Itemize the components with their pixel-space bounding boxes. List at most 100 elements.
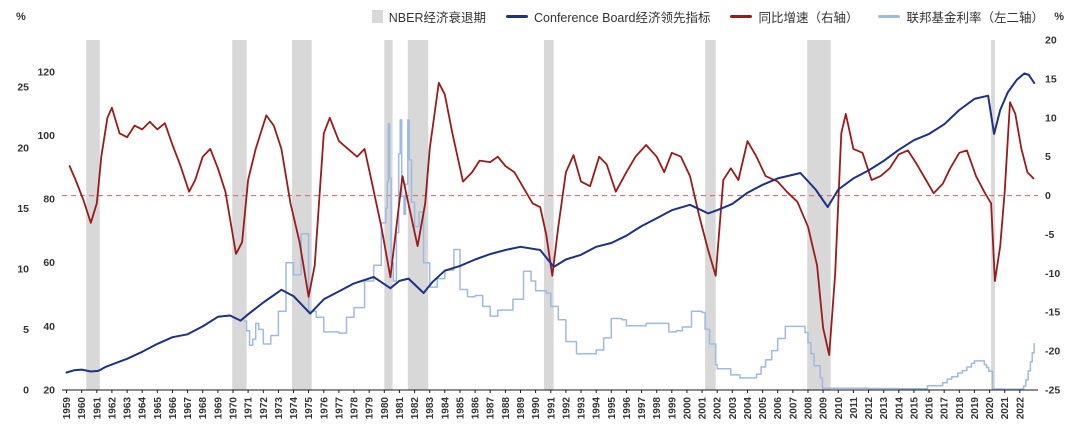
left-index-tick-label: 20 bbox=[43, 385, 55, 397]
recession-band bbox=[705, 40, 716, 390]
x-tick-label: 1976 bbox=[319, 397, 330, 420]
x-tick-label: 1966 bbox=[168, 397, 179, 420]
x-tick-label: 1964 bbox=[138, 397, 149, 420]
x-tick-label: 2006 bbox=[773, 397, 784, 420]
x-tick-label: 1993 bbox=[577, 397, 588, 420]
series-yoy bbox=[68, 81, 1035, 356]
right-pct-tick-label: 0 bbox=[1045, 190, 1051, 202]
x-tick-label: 1965 bbox=[153, 397, 164, 420]
x-tick-label: 2010 bbox=[834, 397, 845, 420]
right-pct-tick-label: -25 bbox=[1045, 385, 1060, 397]
recession-band bbox=[232, 40, 247, 390]
x-tick-label: 1960 bbox=[77, 397, 88, 420]
x-tick-label: 1988 bbox=[501, 397, 512, 420]
x-tick-label: 2009 bbox=[819, 397, 830, 420]
legend-item-nber-recession[interactable]: NBER经济衰退期 bbox=[371, 7, 487, 26]
left-pct-tick-label: 20 bbox=[17, 142, 29, 154]
recession-band bbox=[991, 40, 995, 390]
x-tick-label: 1984 bbox=[440, 397, 451, 420]
legend-item-yoy-growth[interactable]: 同比增速（右轴） bbox=[730, 7, 858, 26]
left-pct-tick-label: 5 bbox=[23, 324, 29, 336]
x-tick-label: 1991 bbox=[546, 397, 557, 420]
right-pct-tick-label: -15 bbox=[1045, 307, 1060, 319]
right-pct-tick-label: 20 bbox=[1045, 35, 1057, 47]
recession-band bbox=[407, 40, 429, 390]
x-tick-label: 1979 bbox=[365, 397, 376, 420]
x-tick-label: 2017 bbox=[940, 397, 951, 420]
x-tick-label: 2003 bbox=[728, 397, 739, 420]
x-tick-label: 1978 bbox=[350, 397, 361, 420]
right-pct-tick-label: 5 bbox=[1045, 151, 1051, 163]
x-tick-label: 1983 bbox=[425, 397, 436, 420]
left-index-tick-label: 60 bbox=[43, 257, 55, 269]
x-tick-label: 1989 bbox=[516, 397, 527, 420]
x-tick-label: 1980 bbox=[380, 397, 391, 420]
x-tick-label: 1996 bbox=[622, 397, 633, 420]
x-tick-label: 2007 bbox=[788, 397, 799, 420]
right-pct-tick-label: -10 bbox=[1045, 268, 1060, 280]
leading-index-line-swatch bbox=[506, 15, 529, 18]
x-tick-label: 2019 bbox=[970, 397, 981, 420]
x-tick-label: 1974 bbox=[289, 397, 300, 420]
x-tick-label: 2016 bbox=[925, 397, 936, 420]
x-tick-label: 1968 bbox=[198, 397, 209, 420]
recession-band bbox=[543, 40, 554, 390]
x-tick-label: 1975 bbox=[304, 397, 315, 420]
left-pct-tick-label: 25 bbox=[17, 82, 29, 94]
x-tick-label: 1997 bbox=[637, 397, 648, 420]
x-tick-label: 1977 bbox=[334, 397, 345, 420]
x-tick-label: 1972 bbox=[259, 397, 270, 420]
x-tick-label: 2022 bbox=[1015, 397, 1026, 420]
x-tick-label: 1982 bbox=[410, 397, 421, 420]
right-pct-tick-label: -20 bbox=[1045, 346, 1060, 358]
x-tick-label: 2015 bbox=[909, 397, 920, 420]
x-tick-label: 1995 bbox=[607, 397, 618, 420]
series-lei bbox=[65, 72, 1036, 374]
x-tick-label: 2005 bbox=[758, 397, 769, 420]
x-tick-label: 1963 bbox=[123, 397, 134, 420]
x-tick-label: 2004 bbox=[743, 397, 754, 420]
right-axis-unit-label: % bbox=[1054, 11, 1064, 23]
x-tick-label: 1985 bbox=[456, 397, 467, 420]
legend-item-leading-index[interactable]: Conference Board经济领先指标 bbox=[506, 7, 710, 26]
x-tick-label: 1986 bbox=[471, 397, 482, 420]
x-tick-label: 2001 bbox=[698, 397, 709, 420]
x-tick-label: 2021 bbox=[1000, 397, 1011, 420]
x-tick-label: 1987 bbox=[486, 397, 497, 420]
x-tick-label: 1981 bbox=[395, 397, 406, 420]
x-tick-label: 1971 bbox=[244, 397, 255, 420]
legend-item-fed-funds-rate[interactable]: 联邦基金利率（左二轴） bbox=[878, 7, 1044, 26]
x-tick-label: 1992 bbox=[561, 397, 572, 420]
legend-label: 同比增速（右轴） bbox=[758, 11, 859, 25]
x-tick-label: 1959 bbox=[62, 397, 73, 420]
left-index-tick-label: 40 bbox=[43, 321, 55, 333]
x-tick-label: 2011 bbox=[849, 397, 860, 419]
left-index-tick-label: 80 bbox=[43, 194, 55, 206]
x-tick-label: 2014 bbox=[894, 397, 905, 420]
series-fedfunds bbox=[243, 119, 1035, 390]
x-tick-label: 2000 bbox=[682, 397, 693, 420]
x-tick-label: 1961 bbox=[92, 397, 103, 420]
left-axis-unit-label: % bbox=[16, 11, 26, 23]
recession-band bbox=[384, 40, 393, 390]
recession-band bbox=[292, 40, 312, 390]
legend-label: NBER经济衰退期 bbox=[388, 11, 487, 25]
left-pct-tick-label: 10 bbox=[17, 263, 29, 275]
x-tick-label: 2018 bbox=[955, 397, 966, 420]
left-pct-tick-label: 0 bbox=[23, 385, 29, 397]
x-tick-label: 1967 bbox=[183, 397, 194, 420]
left-pct-tick-label: 15 bbox=[17, 203, 29, 215]
x-tick-label: 1994 bbox=[592, 397, 603, 420]
x-tick-label: 1970 bbox=[229, 397, 240, 420]
x-tick-label: 2002 bbox=[713, 397, 724, 420]
x-tick-label: 1962 bbox=[107, 397, 118, 420]
x-tick-label: 2008 bbox=[804, 397, 815, 420]
legend-label: 联邦基金利率（左二轴） bbox=[906, 11, 1044, 25]
legend-label: Conference Board经济领先指标 bbox=[534, 11, 711, 25]
x-tick-label: 1990 bbox=[531, 397, 542, 420]
x-tick-label: 2013 bbox=[879, 397, 890, 420]
x-tick-label: 1999 bbox=[667, 397, 678, 420]
right-pct-tick-label: 15 bbox=[1045, 73, 1057, 85]
